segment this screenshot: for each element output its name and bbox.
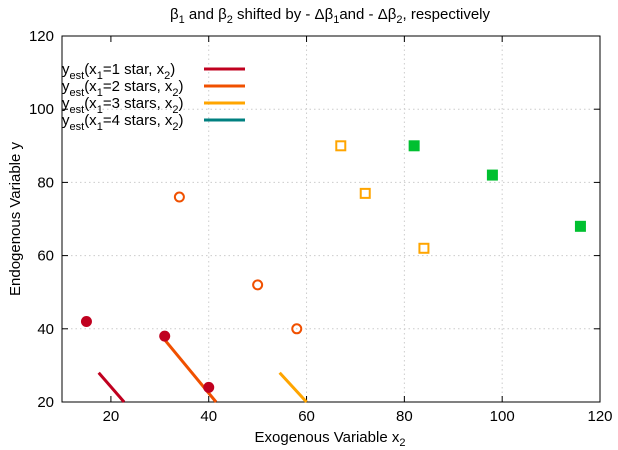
- axis-ticks: 20 40 60 80 100 120 20 40 60 80 100 120: [29, 28, 613, 425]
- x-tick-label: 40: [200, 408, 217, 425]
- data-point-open-square: [418, 242, 430, 254]
- x-tick-label: 20: [103, 408, 120, 425]
- y-tick-label: 80: [37, 174, 54, 191]
- x-tick-label: 80: [396, 408, 413, 425]
- fit-lines: [97, 338, 308, 404]
- x-tick-label: 120: [587, 408, 612, 425]
- data-point-filled-circle: [159, 330, 171, 342]
- data-point-open-square: [359, 187, 371, 199]
- legend-label: yest(x1=1 star, x2): [62, 61, 175, 82]
- data-point-open-circle: [173, 191, 185, 203]
- data-point-open-circle: [291, 323, 303, 335]
- legend: yest(x1=1 star, x2)yest(x1=2 stars, x2)y…: [62, 61, 245, 133]
- x-tick-label: 100: [490, 408, 515, 425]
- data-point-filled-circle: [203, 381, 215, 393]
- chart-title: β1 and β2 shifted by - Δβ1and - Δβ2, res…: [170, 6, 491, 26]
- data-point-filled-square: [408, 140, 420, 152]
- x-tick-label: 60: [298, 408, 315, 425]
- data-point-open-circle: [252, 279, 264, 291]
- legend-label: yest(x1=2 stars, x2): [62, 78, 184, 99]
- legend-label: yest(x1=3 stars, x2): [62, 95, 184, 116]
- y-tick-label: 40: [37, 321, 54, 338]
- fit-line: [97, 371, 126, 403]
- legend-label: yest(x1=4 stars, x2): [62, 112, 184, 133]
- plot-frame: [61, 35, 601, 403]
- x-axis-label: Exogenous Variable x2: [255, 429, 406, 449]
- data-point-open-square: [335, 140, 347, 152]
- data-point-filled-circle: [80, 315, 92, 327]
- data-point-filled-square: [486, 169, 498, 181]
- fit-line: [278, 371, 308, 404]
- y-tick-label: 120: [29, 28, 54, 45]
- y-tick-label: 60: [37, 248, 54, 265]
- y-tick-label: 100: [29, 101, 54, 118]
- data-point-filled-square: [574, 220, 586, 232]
- y-axis-label: Endogenous Variable y: [7, 142, 24, 296]
- y-tick-label: 20: [37, 394, 54, 411]
- data-markers: [80, 140, 586, 393]
